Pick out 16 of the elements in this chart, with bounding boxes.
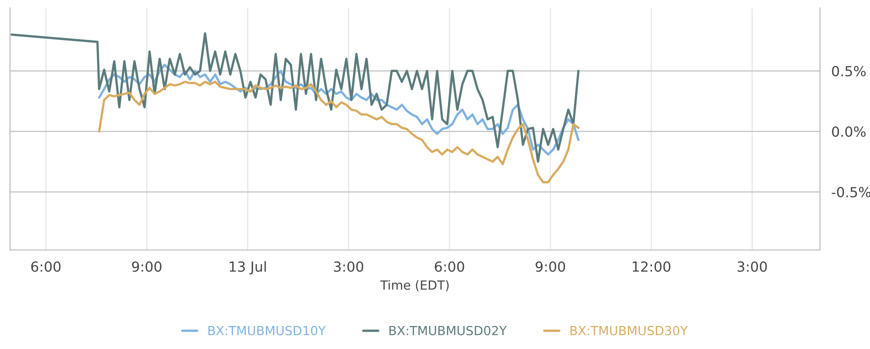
legend-label: BX:TMUBMUSD30Y	[570, 326, 688, 336]
x-tick-label: 3:00	[738, 261, 767, 272]
x-axis-title: Time (EDT)	[380, 280, 449, 292]
legend-label: BX:TMUBMUSD02Y	[389, 326, 507, 336]
x-tick-label: 12:00	[632, 261, 670, 272]
x-tick-label: 13 Jul	[230, 261, 266, 274]
x-tick-label: 9:00	[536, 261, 566, 272]
line-series	[98, 80, 580, 184]
x-tick-label: 3:00	[334, 261, 364, 272]
legend-label: BX:TMUBMUSD10Y	[208, 326, 326, 336]
y-tick-label: 0.0%	[832, 126, 866, 137]
x-tick-label: 6:00	[31, 261, 61, 272]
line-series	[98, 64, 580, 156]
x-tick-label: 9:00	[132, 261, 162, 272]
x-tick-label: 6:00	[434, 261, 464, 272]
y-tick-label: 0.5%	[832, 66, 866, 76]
